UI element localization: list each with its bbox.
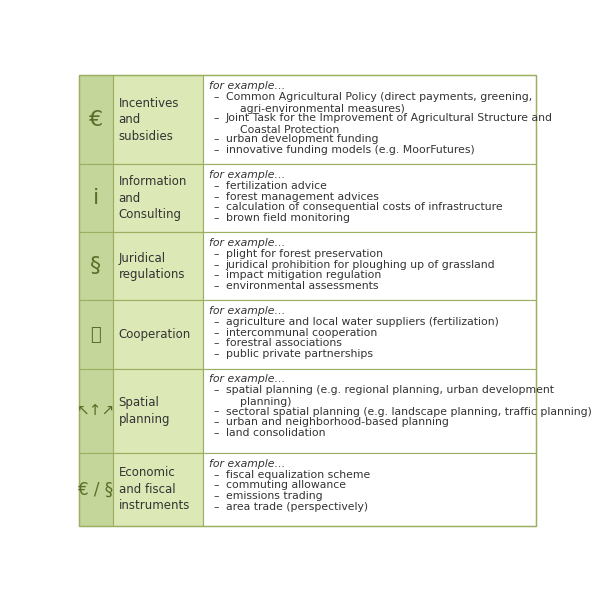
Text: i: i — [92, 189, 99, 208]
Bar — [113, 453, 203, 526]
Text: –: – — [214, 260, 219, 270]
Text: –: – — [214, 328, 219, 338]
Bar — [113, 300, 203, 368]
Text: intercommunal cooperation: intercommunal cooperation — [226, 328, 377, 338]
Text: §: § — [90, 256, 101, 277]
Text: ↖↑↗: ↖↑↗ — [77, 403, 115, 418]
Text: juridical prohibition for ploughing up of grassland: juridical prohibition for ploughing up o… — [226, 260, 495, 270]
Text: environmental assessments: environmental assessments — [226, 281, 378, 291]
Bar — [203, 368, 536, 453]
Text: land consolidation: land consolidation — [226, 428, 325, 438]
Text: fiscal equalization scheme: fiscal equalization scheme — [226, 470, 370, 480]
Text: Economic
and fiscal
instruments: Economic and fiscal instruments — [119, 466, 190, 512]
Bar — [203, 453, 536, 526]
Text: –: – — [214, 339, 219, 349]
Text: –: – — [214, 92, 219, 102]
Text: –: – — [214, 491, 219, 501]
Bar — [79, 233, 113, 300]
Text: –: – — [214, 249, 219, 259]
Text: spatial planning (e.g. regional planning, urban development
    planning): spatial planning (e.g. regional planning… — [226, 385, 554, 407]
Text: innovative funding models (e.g. MoorFutures): innovative funding models (e.g. MoorFutu… — [226, 145, 475, 155]
Text: emissions trading: emissions trading — [226, 491, 322, 501]
Text: –: – — [214, 192, 219, 202]
Text: for example…: for example… — [209, 459, 286, 469]
Text: Common Agricultural Policy (direct payments, greening,
    agri-environmental me: Common Agricultural Policy (direct payme… — [226, 92, 532, 114]
Text: for example…: for example… — [209, 170, 286, 180]
Text: –: – — [214, 270, 219, 280]
Bar — [79, 75, 113, 164]
Text: –: – — [214, 406, 219, 416]
Text: for example…: for example… — [209, 80, 286, 90]
Bar — [113, 75, 203, 164]
Text: Information
and
Consulting: Information and Consulting — [119, 176, 187, 221]
Text: –: – — [214, 317, 219, 327]
Text: Joint Task for the Improvement of Agricultural Structure and
    Coastal Protect: Joint Task for the Improvement of Agricu… — [226, 113, 553, 135]
Text: for example…: for example… — [209, 306, 286, 316]
Text: –: – — [214, 349, 219, 359]
Bar — [113, 233, 203, 300]
Text: urban and neighborhood-based planning: urban and neighborhood-based planning — [226, 417, 449, 427]
Text: agriculture and local water suppliers (fertilization): agriculture and local water suppliers (f… — [226, 317, 499, 327]
Text: area trade (perspectively): area trade (perspectively) — [226, 502, 368, 512]
Text: commuting allowance: commuting allowance — [226, 480, 346, 490]
Text: –: – — [214, 502, 219, 512]
Bar — [79, 164, 113, 233]
Bar — [79, 368, 113, 453]
Text: –: – — [214, 417, 219, 427]
Bar — [79, 453, 113, 526]
Text: –: – — [214, 470, 219, 480]
Bar — [113, 164, 203, 233]
Text: –: – — [214, 213, 219, 223]
Text: public private partnerships: public private partnerships — [226, 349, 373, 359]
Text: urban development funding: urban development funding — [226, 134, 378, 145]
Bar — [203, 233, 536, 300]
Bar — [79, 300, 113, 368]
Text: –: – — [214, 113, 219, 123]
Text: 🗓: 🗓 — [91, 325, 101, 343]
Text: Incentives
and
subsidies: Incentives and subsidies — [119, 96, 179, 143]
Text: Juridical
regulations: Juridical regulations — [119, 252, 185, 281]
Text: –: – — [214, 145, 219, 155]
Text: –: – — [214, 202, 219, 212]
Text: fertilization advice: fertilization advice — [226, 181, 326, 191]
Text: Cooperation: Cooperation — [119, 328, 191, 341]
Text: forestral associations: forestral associations — [226, 339, 341, 349]
Text: for example…: for example… — [209, 238, 286, 248]
Text: Spatial
planning: Spatial planning — [119, 396, 170, 425]
Text: impact mitigation regulation: impact mitigation regulation — [226, 270, 381, 280]
Text: –: – — [214, 428, 219, 438]
Text: –: – — [214, 181, 219, 191]
Text: sectoral spatial planning (e.g. landscape planning, traffic planning): sectoral spatial planning (e.g. landscap… — [226, 406, 592, 416]
Text: forest management advices: forest management advices — [226, 192, 379, 202]
Text: –: – — [214, 480, 219, 490]
Text: –: – — [214, 385, 219, 395]
Bar — [203, 164, 536, 233]
Text: for example…: for example… — [209, 374, 286, 384]
Text: calculation of consequential costs of infrastructure: calculation of consequential costs of in… — [226, 202, 502, 212]
Text: –: – — [214, 134, 219, 145]
Text: –: – — [214, 281, 219, 291]
Bar — [113, 368, 203, 453]
Text: €: € — [89, 109, 103, 130]
Text: brown field monitoring: brown field monitoring — [226, 213, 350, 223]
Bar — [203, 300, 536, 368]
Text: plight for forest preservation: plight for forest preservation — [226, 249, 383, 259]
Bar — [203, 75, 536, 164]
Text: € / §: € / § — [78, 481, 113, 499]
